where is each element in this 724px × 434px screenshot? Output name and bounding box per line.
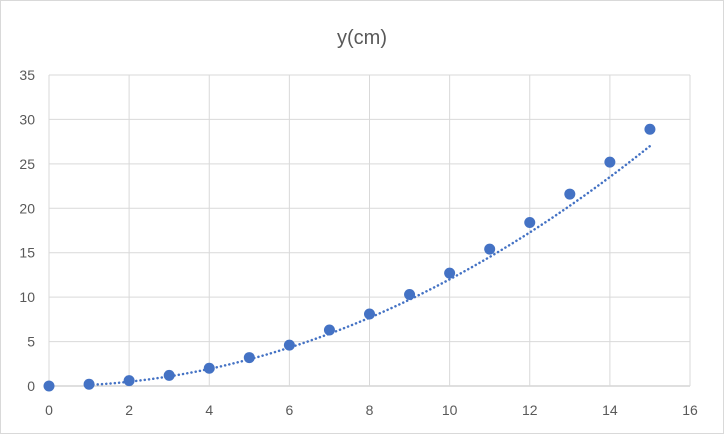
x-tick-label-6: 12	[522, 402, 538, 418]
y-tick-label-5: 25	[19, 156, 35, 172]
data-point-0	[43, 380, 55, 392]
data-point-13	[564, 188, 576, 200]
data-point-1	[83, 378, 95, 390]
data-point-10	[444, 267, 456, 279]
y-axis-ticks: 0 5 10 15 20 25 30 35	[19, 67, 35, 394]
data-point-7	[323, 324, 335, 336]
data-point-6	[283, 339, 295, 351]
x-axis-ticks: 0 2 4 6 8 10 12 14 16	[45, 402, 698, 418]
data-point-5	[243, 352, 255, 364]
data-point-14	[604, 156, 616, 168]
data-point-4	[203, 362, 215, 374]
y-tick-label-3: 15	[19, 245, 35, 261]
x-tick-label-7: 14	[602, 402, 618, 418]
data-points	[43, 123, 656, 392]
data-point-3	[163, 369, 175, 381]
x-tick-label-1: 2	[125, 402, 133, 418]
data-point-9	[404, 288, 416, 300]
y-tick-label-1: 5	[27, 334, 35, 350]
x-tick-label-2: 4	[205, 402, 213, 418]
data-point-11	[484, 243, 496, 255]
x-tick-label-4: 8	[366, 402, 374, 418]
x-tick-label-5: 10	[442, 402, 458, 418]
y-tick-label-4: 20	[19, 200, 35, 216]
x-tick-label-3: 6	[285, 402, 293, 418]
data-point-8	[364, 308, 375, 320]
data-point-2	[123, 375, 135, 387]
data-point-12	[524, 217, 536, 229]
x-tick-label-0: 0	[45, 402, 53, 418]
trendline	[87, 144, 652, 387]
y-tick-label-6: 30	[19, 111, 35, 127]
chart-title: y(cm)	[337, 27, 387, 49]
x-tick-label-8: 16	[682, 402, 698, 418]
grid-lines	[48, 74, 691, 387]
y-tick-label-2: 10	[19, 289, 35, 305]
y-tick-label-0: 0	[27, 378, 35, 394]
trendline-path	[87, 144, 652, 387]
y-tick-label-7: 35	[19, 67, 35, 83]
data-point-15	[644, 123, 656, 135]
